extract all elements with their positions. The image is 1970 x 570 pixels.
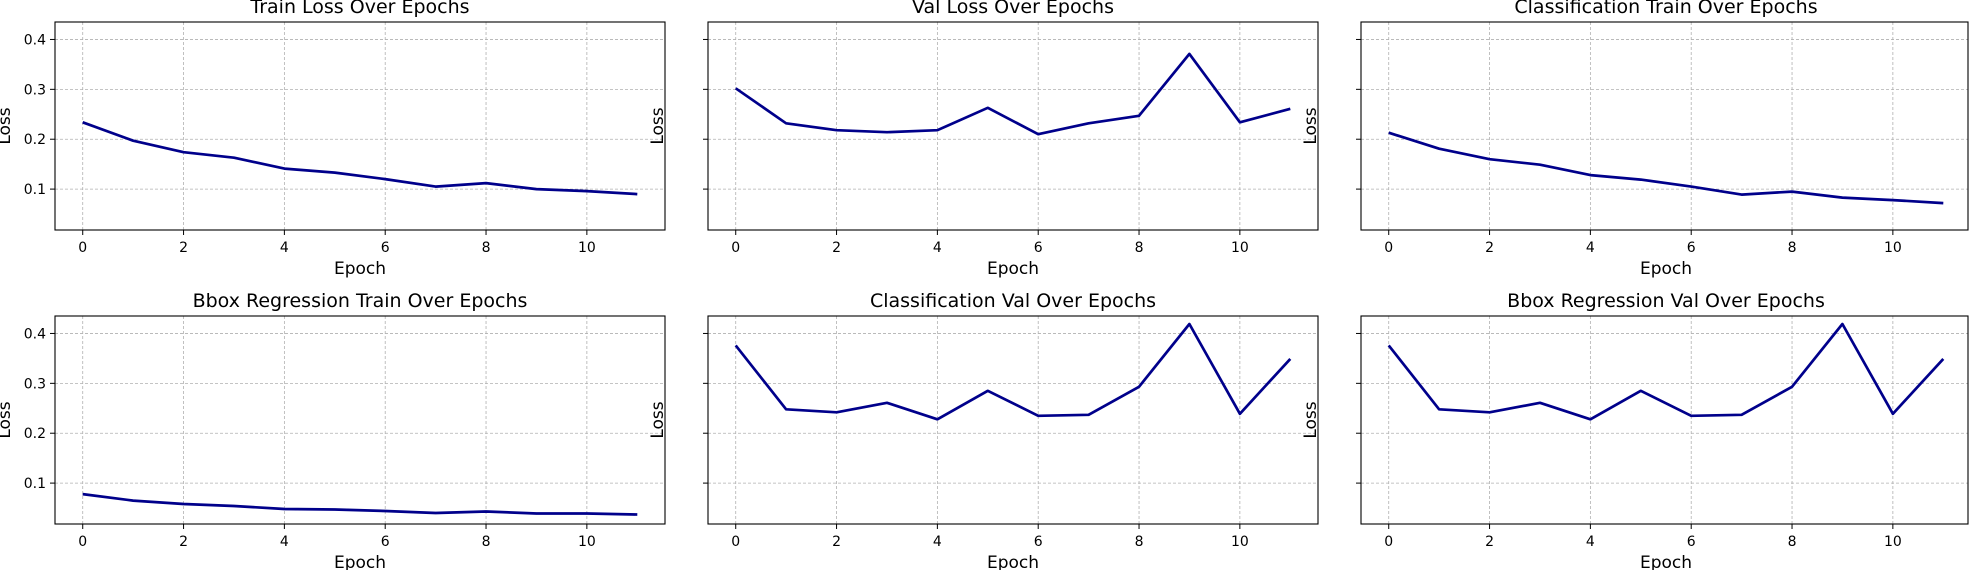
subplot-title: Train Loss Over Epochs bbox=[249, 0, 469, 18]
x-tick-label: 10 bbox=[1884, 240, 1902, 256]
subplot-title: Bbox Regression Val Over Epochs bbox=[1507, 290, 1825, 312]
x-tick-label: 0 bbox=[731, 240, 740, 256]
x-axis-label: Epoch bbox=[334, 259, 386, 279]
series-line bbox=[82, 121, 638, 196]
plot-frame bbox=[1360, 315, 1969, 525]
x-tick-label: 6 bbox=[381, 240, 390, 256]
x-tick-label: 8 bbox=[1135, 240, 1144, 256]
x-tick-label: 2 bbox=[179, 240, 188, 256]
y-tick-label: 0.3 bbox=[24, 82, 46, 98]
x-axis-label: Epoch bbox=[1640, 553, 1692, 570]
x-tick-label: 10 bbox=[1884, 534, 1902, 550]
x-axis-label: Epoch bbox=[334, 553, 386, 570]
x-tick-label: 6 bbox=[1034, 240, 1043, 256]
series-line bbox=[734, 52, 1291, 136]
x-tick-label: 6 bbox=[381, 534, 390, 550]
x-tick-label: 0 bbox=[1384, 534, 1393, 550]
x-tick-label: 6 bbox=[1687, 534, 1696, 550]
subplot-title: Classification Val Over Epochs bbox=[870, 290, 1156, 312]
y-axis-label: Loss bbox=[648, 401, 668, 438]
x-tick-label: 6 bbox=[1034, 534, 1043, 550]
x-tick-label: 4 bbox=[1586, 534, 1595, 550]
series-line bbox=[1387, 322, 1945, 421]
series-line bbox=[1388, 131, 1944, 205]
plot-frame bbox=[1360, 21, 1969, 231]
x-tick-label: 10 bbox=[578, 240, 596, 256]
y-tick-label: 0.4 bbox=[24, 326, 46, 342]
x-tick-label: 4 bbox=[933, 534, 942, 550]
subplot-title: Val Loss Over Epochs bbox=[912, 0, 1114, 18]
y-tick-label: 0.4 bbox=[24, 32, 46, 48]
x-tick-label: 2 bbox=[832, 240, 841, 256]
subplot-6: 0 2 4 6 8 10 Bbox Regression Val Over Epochs Ep… bbox=[1301, 290, 1969, 570]
y-axis-label: Loss bbox=[0, 107, 15, 144]
y-tick-label: 0.3 bbox=[24, 376, 46, 392]
x-tick-label: 0 bbox=[1384, 240, 1393, 256]
plot-frame bbox=[54, 21, 666, 231]
y-tick-label: 0.1 bbox=[24, 182, 46, 198]
subplot-5: 0 2 4 6 8 10 Classification Val Over Epochs Epo… bbox=[648, 290, 1319, 570]
x-tick-label: 4 bbox=[280, 534, 289, 550]
y-tick-label: 0.2 bbox=[24, 426, 46, 442]
x-tick-label: 8 bbox=[482, 240, 491, 256]
x-tick-label: 8 bbox=[482, 534, 491, 550]
x-tick-label: 8 bbox=[1788, 240, 1797, 256]
subplot-2: 0 2 4 6 8 10 Val Loss Over Epochs Epoch Loss bbox=[648, 0, 1319, 279]
x-tick-label: 8 bbox=[1788, 534, 1797, 550]
x-tick-label: 8 bbox=[1135, 534, 1144, 550]
x-tick-label: 2 bbox=[832, 534, 841, 550]
x-tick-label: 0 bbox=[731, 534, 740, 550]
x-tick-label: 6 bbox=[1687, 240, 1696, 256]
x-tick-label: 4 bbox=[1586, 240, 1595, 256]
x-axis-label: Epoch bbox=[987, 259, 1039, 279]
x-tick-label: 4 bbox=[933, 240, 942, 256]
y-axis-label: Loss bbox=[1301, 401, 1321, 438]
plot-frame bbox=[54, 315, 666, 525]
plot-frame bbox=[707, 21, 1319, 231]
x-tick-label: 0 bbox=[78, 534, 87, 550]
x-axis-label: Epoch bbox=[1640, 259, 1692, 279]
y-axis-label: Loss bbox=[1301, 107, 1321, 144]
x-tick-label: 2 bbox=[179, 534, 188, 550]
y-tick-label: 0.2 bbox=[24, 132, 46, 148]
plot-frame bbox=[707, 315, 1319, 525]
x-tick-label: 10 bbox=[1231, 534, 1249, 550]
series-line bbox=[734, 322, 1292, 421]
x-tick-label: 4 bbox=[280, 240, 289, 256]
y-tick-label: 0.1 bbox=[24, 476, 46, 492]
x-tick-label: 0 bbox=[78, 240, 87, 256]
x-tick-label: 2 bbox=[1485, 240, 1494, 256]
subplot-4: 0 2 4 6 8 10 0.1 0.2 0.3 0.4 Bbox Regression Train… bbox=[0, 290, 666, 570]
series-line bbox=[82, 492, 638, 516]
y-axis-label: Loss bbox=[648, 107, 668, 144]
subplot-3: 0 2 4 6 8 10 Classification Train Over Epochs E… bbox=[1301, 0, 1969, 279]
x-tick-label: 10 bbox=[1231, 240, 1249, 256]
x-tick-label: 2 bbox=[1485, 534, 1494, 550]
subplot-title: Classification Train Over Epochs bbox=[1514, 0, 1817, 18]
x-tick-label: 10 bbox=[578, 534, 596, 550]
x-axis-label: Epoch bbox=[987, 553, 1039, 570]
y-axis-label: Loss bbox=[0, 401, 15, 438]
subplot-title: Bbox Regression Train Over Epochs bbox=[193, 290, 528, 312]
subplot-1: 0 2 4 6 8 10 0.1 0.2 0.3 0.4 Train Loss Over Epoch… bbox=[0, 0, 666, 279]
